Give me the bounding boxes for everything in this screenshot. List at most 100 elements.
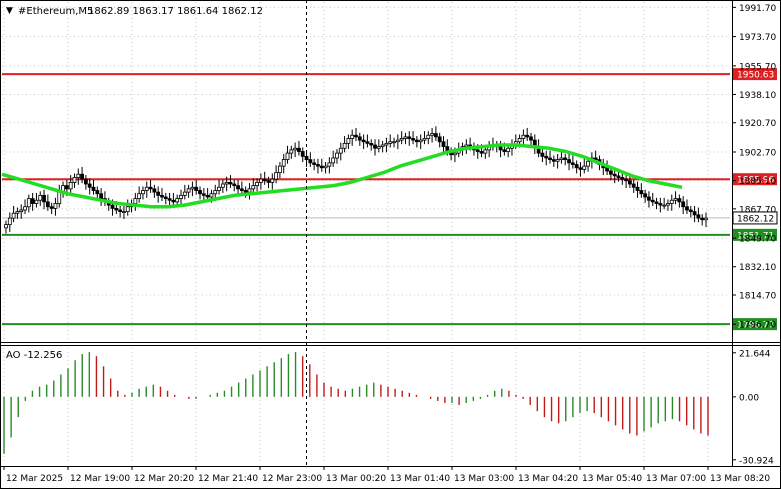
price-tick-label: 1938.10 — [739, 91, 776, 101]
candle-body — [331, 157, 336, 164]
candle-body — [34, 199, 39, 204]
candle-body — [144, 186, 149, 191]
time-tick-label: 13 Mar 01:40 — [390, 474, 450, 484]
candle-body — [297, 147, 301, 152]
candle-body — [26, 198, 31, 208]
candle-body — [399, 138, 404, 141]
candle-body — [593, 157, 598, 161]
candle-body — [83, 178, 88, 185]
ao-tick-label: 21.644 — [739, 349, 771, 359]
candle-body — [179, 194, 183, 200]
ao-axis: 21.644 0.00 -30.924 — [732, 349, 774, 466]
candle-body — [152, 188, 157, 193]
candle-body — [548, 157, 552, 161]
candle-body — [122, 211, 126, 214]
candle-body — [323, 165, 328, 169]
candle-body — [498, 146, 503, 151]
candle-body — [270, 178, 275, 183]
candle-body — [570, 162, 575, 165]
candle-body — [220, 183, 225, 188]
level-label-support-low: 1796.77 — [737, 321, 774, 331]
candle-body — [574, 164, 579, 169]
time-tick-label: 12 Mar 20:20 — [134, 474, 194, 484]
candle-body — [148, 186, 153, 190]
candle-body — [7, 217, 12, 226]
price-tick-label: 1796.70 — [739, 321, 776, 331]
candle-body — [430, 133, 434, 136]
candle-body — [612, 173, 617, 177]
candle-body — [327, 162, 332, 167]
candle-body — [658, 203, 663, 206]
time-axis[interactable]: 12 Mar 2025 12 Mar 19:00 12 Mar 20:20 12 Ma… — [3, 466, 770, 484]
candle-body — [350, 134, 355, 139]
candle-body — [384, 142, 389, 146]
candle-body — [99, 193, 104, 200]
moving-average — [1, 143, 683, 209]
candle-body — [483, 149, 488, 154]
candle-body — [403, 136, 408, 139]
candle-body — [42, 194, 46, 203]
candle-body — [68, 181, 73, 190]
candle-body — [80, 173, 84, 180]
candle-body — [639, 190, 644, 195]
candle-body — [23, 206, 27, 211]
candle-body — [228, 181, 233, 185]
candle-body — [209, 193, 214, 198]
time-tick-label: 13 Mar 04:20 — [518, 474, 578, 484]
candle-body — [258, 178, 263, 183]
candle-body — [407, 136, 412, 139]
time-tick-label: 13 Mar 07:00 — [646, 474, 706, 484]
level-label-support-mid: 1851.71 — [737, 231, 774, 241]
candle-body — [357, 136, 362, 141]
time-tick-label: 12 Mar 21:40 — [198, 474, 258, 484]
price-tick-label: 1902.70 — [739, 148, 776, 158]
candle-body — [521, 134, 526, 139]
candle-body — [125, 206, 130, 213]
candle-body — [654, 201, 659, 204]
candle-body — [64, 185, 69, 190]
candle-body — [567, 159, 571, 164]
price-tick-label: 1885.10 — [739, 177, 776, 187]
candle-body — [411, 138, 415, 141]
candle-body — [72, 177, 77, 183]
candle-body — [517, 138, 522, 143]
candle-body — [239, 188, 244, 191]
candle-body — [662, 204, 667, 207]
symbol-dropdown-icon[interactable]: ▼ — [6, 6, 13, 16]
candle-body — [433, 133, 438, 138]
candle-body — [688, 209, 693, 213]
candle-body — [692, 211, 697, 216]
candle-body — [11, 212, 16, 219]
time-tick-label: 13 Mar 00:20 — [326, 474, 386, 484]
candle-body — [342, 142, 347, 149]
candle-body — [392, 141, 396, 144]
candle-body — [551, 159, 556, 162]
candle-body — [479, 151, 484, 154]
candle-body — [87, 183, 92, 188]
candle-body — [274, 172, 279, 180]
candle-body — [578, 167, 583, 170]
candle-body — [289, 149, 294, 154]
price-tick-label: 1832.10 — [739, 263, 776, 273]
candle-body — [160, 194, 164, 198]
candle-body — [582, 165, 587, 170]
candle-body — [441, 141, 446, 148]
candle-body — [346, 138, 351, 144]
candle-body — [700, 217, 705, 221]
candle-body — [137, 193, 142, 200]
candle-body — [224, 181, 229, 185]
candle-body — [696, 214, 701, 219]
level-label-bg — [733, 228, 777, 241]
candle-body — [281, 159, 286, 167]
level-label-resistance-high: 1950.63 — [737, 71, 774, 81]
candle-body — [133, 198, 138, 204]
candle-body — [685, 206, 689, 211]
candle-body — [247, 188, 252, 193]
candle-body — [217, 186, 221, 191]
time-tick-label: 12 Mar 2025 — [6, 474, 63, 484]
candle-body — [308, 159, 313, 164]
time-tick-label: 12 Mar 23:00 — [262, 474, 322, 484]
price-axis[interactable]: 1991.70 1973.70 1955.70 1938.10 1920.70 1902.… — [732, 4, 776, 331]
time-tick-label: 13 Mar 08:20 — [710, 474, 770, 484]
